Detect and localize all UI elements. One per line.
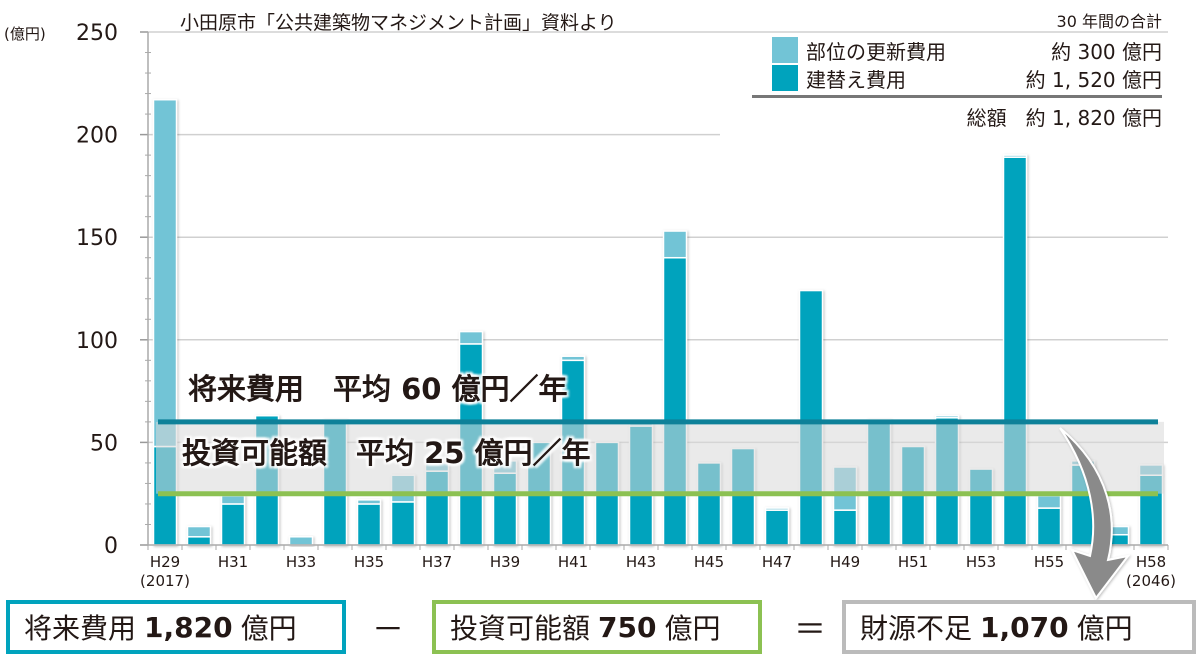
reference-lines xyxy=(158,419,1158,497)
legend-label: 建替え費用 xyxy=(806,67,906,92)
legend-value: 約 300 億円 xyxy=(1051,39,1162,64)
bar-segment-rebuild xyxy=(764,509,790,546)
bar-segment-rebuild xyxy=(220,503,246,546)
y-axis-unit: (億円) xyxy=(4,25,46,43)
x-tick-label: H47 xyxy=(762,553,792,571)
x-tick-label: H41 xyxy=(558,553,588,571)
bar-segment-renewal xyxy=(458,330,484,345)
bar-segment-renewal xyxy=(934,414,960,419)
bar-segment-renewal xyxy=(764,507,790,511)
legend-header: 30 年間の合計 xyxy=(1056,12,1162,31)
bar-segment-renewal xyxy=(356,499,382,505)
bar-segment-rebuild xyxy=(662,256,688,546)
investable-box: 投資可能額 750 億円 xyxy=(432,600,762,654)
investable-average-label: 投資可能額 平均 25 億円／年 xyxy=(182,436,591,470)
legend-label: 部位の更新費用 xyxy=(806,39,946,64)
minus-sign: － xyxy=(372,610,405,648)
legend: 30 年間の合計 部位の更新費用 約 300 億円 建替え費用 約 1, 520… xyxy=(752,8,1162,131)
bar-segment-renewal xyxy=(560,355,586,362)
bar-segment-renewal xyxy=(152,98,178,448)
investable-unit: 億円 xyxy=(664,612,721,645)
legend-total: 総額 約 1, 820 億円 xyxy=(772,102,1162,131)
bar-segment-rebuild xyxy=(390,501,416,546)
bar-segment-renewal xyxy=(186,525,212,538)
y-tick-label: 0 xyxy=(104,534,118,559)
shortfall-label: 財源不足 xyxy=(860,612,973,645)
legend-item-renewal: 部位の更新費用 約 300 億円 xyxy=(772,36,1162,64)
x-tick-label: H43 xyxy=(626,553,656,571)
bars xyxy=(152,98,1164,546)
x-tick-label: H55 xyxy=(1034,553,1064,571)
x-tick-sublabel: (2046) xyxy=(1126,572,1176,590)
y-tick-label: 50 xyxy=(90,431,118,456)
future-cost-average-label: 将来費用 平均 60 億円／年 xyxy=(188,372,568,406)
x-tick-sublabel: (2017) xyxy=(140,572,190,590)
x-axis: H29(2017) H31 H33 H35 H37 H39 H41 H43 H45 H47 H49 H… xyxy=(140,544,1176,590)
shortfall-value: 1,070 xyxy=(980,610,1069,644)
y-tick-label: 250 xyxy=(76,21,118,46)
bar-segment-rebuild xyxy=(832,509,858,546)
x-tick-label: H51 xyxy=(898,553,928,571)
x-tick-label: H31 xyxy=(218,553,248,571)
future-cost-box: 将来費用 1,820 億円 xyxy=(6,600,346,654)
legend-total-value: 約 1, 820 億円 xyxy=(1025,106,1162,130)
shortfall-box: 財源不足 1,070 億円 xyxy=(842,600,1196,654)
bar-segment-renewal xyxy=(1002,154,1028,158)
x-tick-label: H33 xyxy=(286,553,316,571)
bar-segment-rebuild xyxy=(186,536,212,546)
x-tick-label: H35 xyxy=(354,553,384,571)
bar-H33 xyxy=(288,536,314,546)
bar-H30 xyxy=(186,525,212,546)
bar-segment-rebuild xyxy=(1036,507,1062,546)
shortfall-unit: 億円 xyxy=(1076,612,1133,645)
legend-total-label: 総額 xyxy=(966,106,1007,130)
bar-H31 xyxy=(220,495,246,546)
stacked-bar-chart: 0 50 100 150 200 250 (億円) H29(2017) H31 H33 H35 H3… xyxy=(4,21,1176,600)
bar-segment-rebuild xyxy=(798,289,824,546)
x-tick-label: H49 xyxy=(830,553,860,571)
x-tick-label: H58 xyxy=(1136,553,1166,571)
bar-H47 xyxy=(764,507,790,546)
legend-swatch-rebuild xyxy=(772,65,798,91)
bar-segment-rebuild xyxy=(356,503,382,546)
bar-segment-renewal xyxy=(288,536,314,546)
legend-divider xyxy=(752,95,1162,98)
chart-title: 小田原市「公共建築物マネジメント計画」資料より xyxy=(180,12,617,34)
equals-sign: ＝ xyxy=(794,610,827,648)
bar-H44 xyxy=(662,230,688,546)
y-tick-label: 100 xyxy=(76,329,118,354)
x-tick-label: H45 xyxy=(694,553,724,571)
shortfall-arrow-icon xyxy=(1059,427,1131,600)
shortfall-band-overlay xyxy=(156,421,1164,494)
bar-H35 xyxy=(356,499,382,546)
legend-swatch-renewal xyxy=(772,37,798,63)
y-tick-label: 150 xyxy=(76,226,118,251)
investable-label: 投資可能額 xyxy=(450,612,591,645)
legend-value: 約 1, 520 億円 xyxy=(1025,67,1162,92)
bar-H55 xyxy=(1036,495,1062,546)
bar-segment-renewal xyxy=(220,495,246,505)
x-tick-label: H29 xyxy=(150,553,180,571)
legend-item-rebuild: 建替え費用 約 1, 520 億円 xyxy=(772,64,1162,92)
bar-segment-renewal xyxy=(662,230,688,259)
bar-H48 xyxy=(798,289,824,546)
x-tick-label: H39 xyxy=(490,553,520,571)
bar-segment-renewal xyxy=(1036,495,1062,509)
x-tick-label: H37 xyxy=(422,553,452,571)
y-tick-label: 200 xyxy=(76,124,118,149)
future-cost-unit: 億円 xyxy=(240,612,297,645)
x-tick-label: H53 xyxy=(966,553,996,571)
y-axis: 0 50 100 150 200 250 (億円) xyxy=(4,21,151,559)
investable-value: 750 xyxy=(598,610,657,644)
future-cost-label: 将来費用 xyxy=(24,612,137,645)
future-cost-value: 1,820 xyxy=(144,610,233,644)
